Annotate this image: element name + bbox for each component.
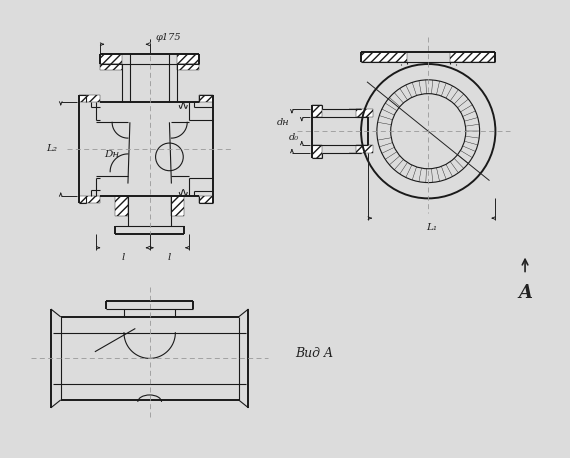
Bar: [312, 104, 321, 117]
Bar: [361, 52, 406, 62]
Bar: [172, 196, 184, 216]
Bar: [450, 52, 495, 62]
Text: L₂: L₂: [46, 144, 57, 153]
Text: l: l: [168, 253, 171, 262]
Bar: [356, 109, 373, 117]
Text: d₀: d₀: [289, 133, 299, 142]
Bar: [177, 54, 199, 64]
Text: dн: dн: [276, 118, 289, 127]
Text: L₁: L₁: [426, 223, 437, 232]
Text: φ175: φ175: [156, 33, 181, 42]
Bar: [115, 196, 128, 216]
Text: Вид A: Вид A: [295, 347, 333, 360]
Bar: [177, 64, 199, 70]
Text: l: l: [121, 253, 125, 262]
Bar: [100, 64, 122, 70]
Bar: [79, 196, 100, 203]
Bar: [100, 54, 122, 64]
Text: A: A: [518, 284, 532, 302]
Bar: [312, 145, 321, 158]
Bar: [199, 95, 213, 102]
Bar: [199, 196, 213, 203]
Bar: [356, 145, 373, 153]
Text: Dн: Dн: [104, 150, 120, 159]
Bar: [79, 95, 100, 102]
